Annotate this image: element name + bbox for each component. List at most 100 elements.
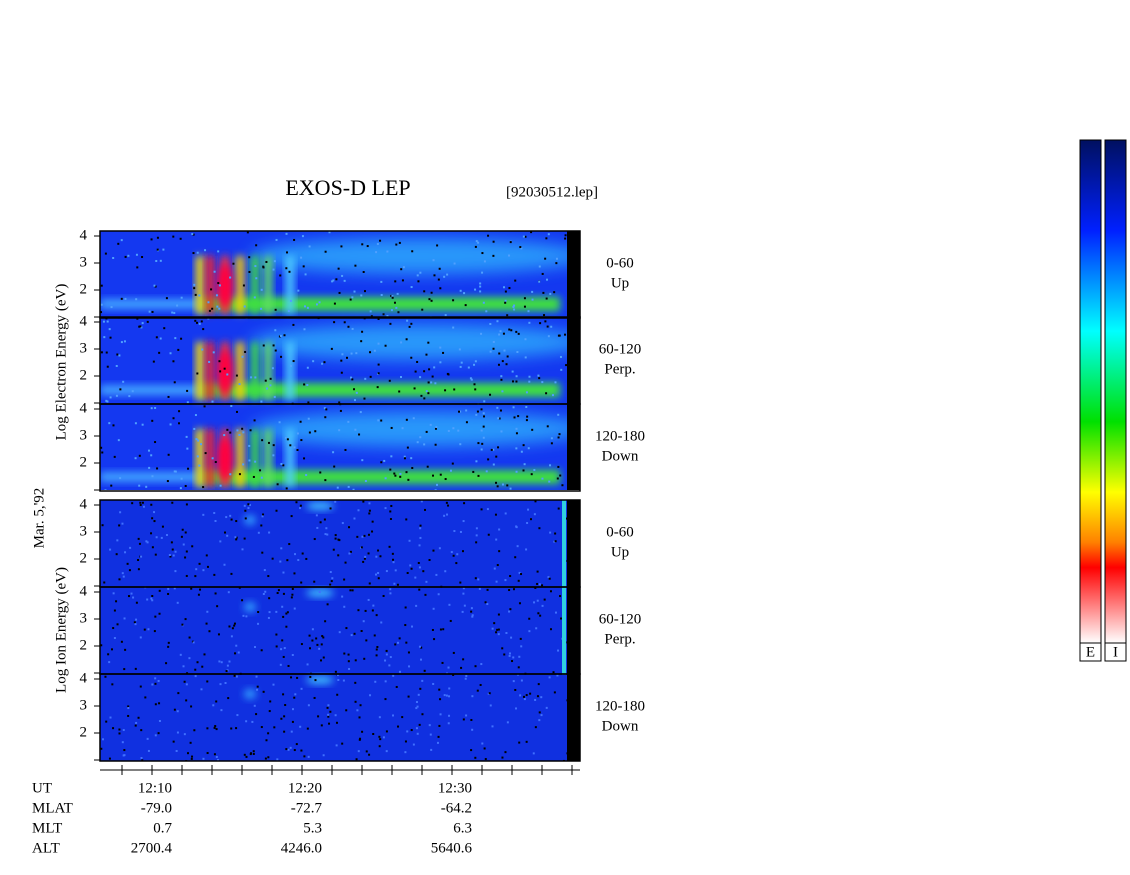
speckle <box>158 702 161 705</box>
speckle <box>354 264 357 267</box>
speckle <box>213 753 216 756</box>
speckle <box>327 713 330 716</box>
speckle <box>356 535 359 538</box>
speckle <box>110 306 113 309</box>
speckle <box>259 469 262 472</box>
speckle <box>483 747 486 750</box>
speckle <box>517 666 520 669</box>
speckle <box>428 724 431 727</box>
speckle <box>494 513 497 516</box>
speckle <box>378 745 381 748</box>
speckle <box>534 586 537 589</box>
speckle <box>351 296 354 299</box>
energy-tick-label: 4 <box>80 496 88 512</box>
speckle <box>195 438 198 441</box>
color-bar-label: I <box>1113 644 1118 660</box>
speckle <box>347 653 350 656</box>
speckle <box>410 729 413 732</box>
direction: Down <box>602 448 639 464</box>
speckle <box>394 280 397 283</box>
speckle <box>423 397 426 400</box>
speckle <box>112 727 115 730</box>
speckle <box>379 239 382 242</box>
speckle <box>536 695 539 698</box>
speckle <box>150 238 153 241</box>
speckle <box>313 696 316 699</box>
speckle <box>406 572 409 575</box>
speckle <box>185 574 188 577</box>
speckle <box>536 570 539 573</box>
speckle <box>235 538 238 541</box>
speckle <box>234 652 237 655</box>
speckle <box>154 734 157 737</box>
speckle <box>151 517 154 520</box>
speckle <box>289 299 292 302</box>
speckle <box>320 659 323 662</box>
speckle <box>131 502 134 505</box>
speckle <box>123 340 126 343</box>
speckle <box>229 431 232 434</box>
speckle <box>501 390 504 393</box>
speckle <box>123 617 126 620</box>
speckle <box>192 252 195 255</box>
speckle <box>214 519 217 522</box>
speckle <box>436 741 439 744</box>
speckle <box>517 579 520 582</box>
speckle <box>184 556 187 559</box>
speckle <box>508 654 511 657</box>
speckle <box>202 757 205 760</box>
speckle <box>332 279 335 282</box>
speckle <box>529 518 532 521</box>
speckle <box>207 301 210 304</box>
speckle <box>489 393 492 396</box>
speckle <box>470 610 473 613</box>
speckle <box>506 721 509 724</box>
speckle <box>179 653 182 656</box>
speckle <box>100 747 103 750</box>
speckle <box>547 335 550 338</box>
speckle <box>172 554 175 557</box>
speckle <box>391 296 394 299</box>
speckle <box>315 637 318 640</box>
speckle <box>515 330 518 333</box>
speckle <box>213 573 216 576</box>
speckle <box>338 401 341 404</box>
speckle <box>256 685 259 688</box>
speckle <box>462 520 465 523</box>
speckle <box>156 467 159 470</box>
speckle <box>165 534 168 537</box>
speckle <box>271 367 274 370</box>
speckle <box>267 616 270 619</box>
speckle <box>124 255 127 258</box>
speckle <box>420 394 423 397</box>
speckle <box>448 714 451 717</box>
speckle <box>293 238 296 241</box>
speckle <box>100 644 103 647</box>
pitch-angle: 120-180 <box>595 698 645 714</box>
speckle <box>320 643 323 646</box>
speckle <box>220 709 223 712</box>
speckle <box>330 580 333 583</box>
speckle <box>350 634 353 637</box>
speckle <box>513 416 516 419</box>
speckle <box>120 297 123 300</box>
energy-tick-label: 3 <box>80 523 88 539</box>
speckle <box>338 291 341 294</box>
speckle <box>471 695 474 698</box>
speckle <box>189 741 192 744</box>
speckle <box>203 653 206 656</box>
speckle <box>430 299 433 302</box>
speckle <box>533 513 536 516</box>
speckle <box>128 395 131 398</box>
speckle <box>106 400 109 403</box>
speckle <box>291 653 294 656</box>
speckle <box>262 592 265 595</box>
pitch-angle: 60-120 <box>599 341 642 357</box>
speckle <box>497 363 500 366</box>
speckle <box>254 460 257 463</box>
speckle <box>197 439 200 442</box>
speckle <box>229 514 232 517</box>
speckle <box>557 507 560 510</box>
speckle <box>537 374 540 377</box>
speckle <box>291 708 294 711</box>
